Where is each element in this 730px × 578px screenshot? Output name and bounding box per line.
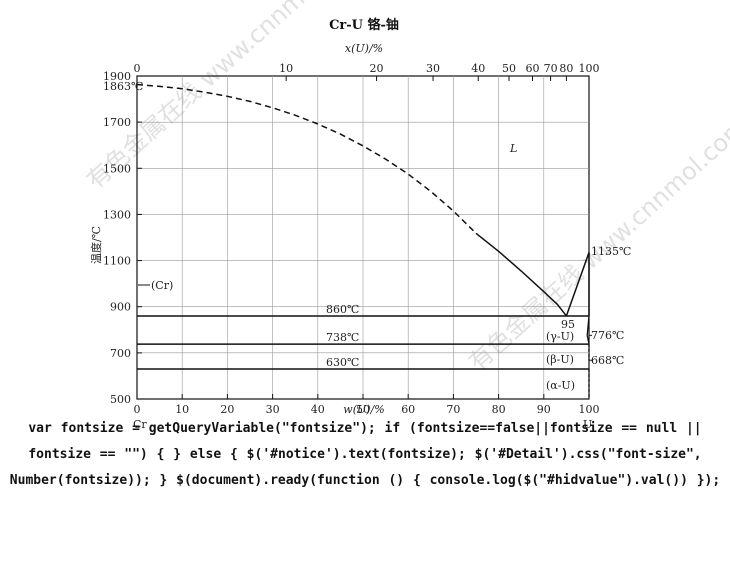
beta-alpha-temp-label: 668℃ [591,354,624,367]
top-tick-label: 20 [370,62,384,75]
isotherm-label-860: 860℃ [326,303,359,316]
y-tick-label: 1900 [103,70,131,83]
top-tick-label: 60 [526,62,540,75]
top-axis-label: x(U)/% [345,42,383,55]
cr-melting-label: 1863℃ [103,80,143,93]
top-tick-label: 40 [471,62,485,75]
y-tick-label: 900 [110,301,131,314]
gamma-u-label: (γ-U) [546,330,574,343]
isotherm-label-738: 738℃ [326,331,359,344]
y-tick-label: 500 [110,393,131,406]
y-tick-label: 1500 [103,162,131,175]
bottom-tick-label: 0 [134,403,141,416]
cr-element-label: Cr [133,418,147,431]
u-element-label: U [583,418,593,431]
top-tick-label: 10 [279,62,293,75]
top-tick-label: 30 [426,62,440,75]
phase-diagram: 有色金属在线 www.cnnmol.com 有色金属在线 www.cnnmol.… [81,0,730,416]
bottom-tick-label: 80 [492,403,506,416]
u-melting-label: 1135℃ [591,245,631,258]
bottom-axis-label: w(U)/% [343,403,384,416]
top-tick-label: 100 [579,62,600,75]
grid [137,76,589,399]
bottom-tick-label: 60 [401,403,415,416]
y-tick-label: 1300 [103,208,131,221]
u-gamma-boundary [586,315,590,345]
phase-lines [136,83,592,399]
diagram-title: Cr-U 铬-铀 [329,17,399,33]
bottom-tick-label: 50 [356,403,370,416]
y-tick-label: 700 [110,347,131,360]
code-snippet-text: var fontsize = getQueryVariable("fontsiz… [9,421,721,488]
y-axis-label: 温度/℃ [89,226,103,264]
bottom-tick-label: 20 [220,403,234,416]
gamma-beta-temp-label: 776℃ [591,329,624,342]
y-tick-label: 1700 [103,116,131,129]
alpha-u-label: (α-U) [546,379,575,392]
u-liquidus-line [565,252,590,317]
liquid-region-label: L [509,142,517,155]
top-tick-label: 0 [134,62,141,75]
liquidus-dashed-line [136,83,477,234]
bottom-tick-label: 90 [537,403,551,416]
bottom-tick-label: 30 [266,403,280,416]
bottom-tick-label: 100 [579,403,600,416]
isotherm-label-630: 630℃ [326,356,359,369]
eutectic-label: 95 [561,318,575,331]
bottom-tick-label: 10 [175,403,189,416]
top-tick-label: 70 [544,62,558,75]
top-tick-label: 50 [502,62,516,75]
bottom-tick-label: 40 [311,403,325,416]
axis-ticks: 0 10 20 30 40 50 60 70 80 90 100500700900110013001… [103,62,600,416]
top-tick-label: 80 [559,62,573,75]
cr-phase-label: (Cr) [151,279,173,292]
y-tick-label: 1100 [103,255,131,268]
liquidus-solid-line [475,232,567,317]
bottom-tick-label: 70 [446,403,460,416]
beta-u-label: (β-U) [546,353,574,366]
